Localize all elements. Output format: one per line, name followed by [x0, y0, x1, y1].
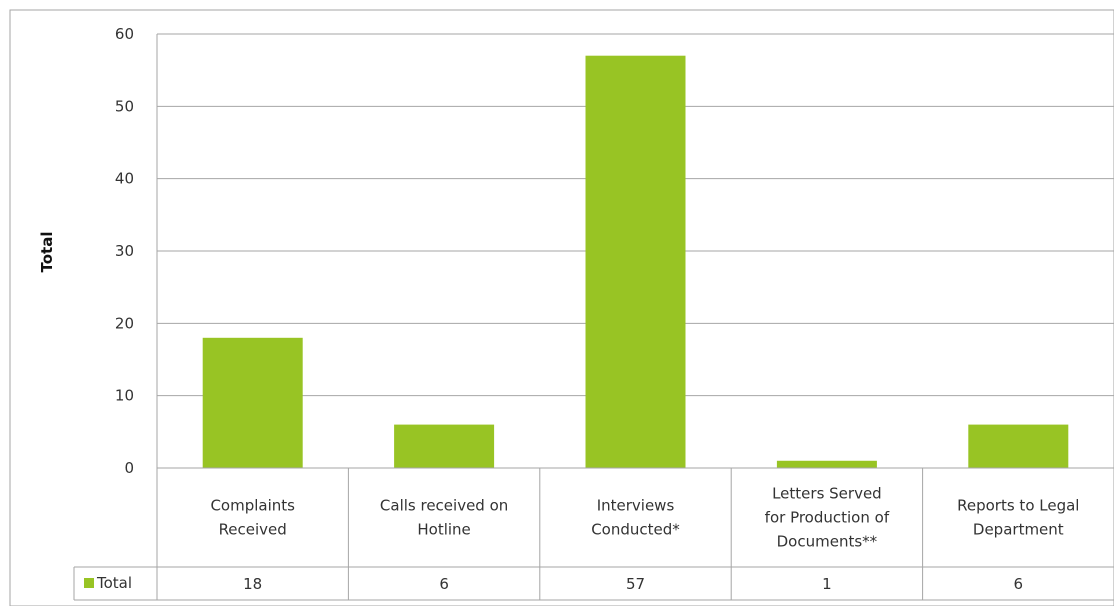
bar	[776, 460, 877, 468]
x-category-label: Letters Served for Production of Documents…	[765, 485, 890, 551]
bar	[202, 337, 303, 468]
x-category-label-line: Documents**	[777, 533, 878, 551]
y-tick-label: 0	[124, 459, 134, 477]
y-tick-label: 20	[115, 314, 134, 332]
y-tick-label: 10	[115, 387, 134, 405]
data-label: 1	[822, 575, 832, 593]
x-category-label-line: Department	[973, 521, 1064, 539]
y-tick-label: 40	[115, 170, 134, 188]
x-category-label: Interviews Conducted*	[591, 497, 680, 539]
x-category-label-line: Hotline	[417, 521, 470, 539]
legend-swatch	[84, 578, 94, 588]
legend-label: Total	[96, 574, 132, 592]
y-axis-ticks: 0 10 20 30 40 50 60	[115, 25, 134, 477]
bar	[968, 424, 1069, 468]
x-category-label: Complaints Received	[210, 497, 295, 539]
data-label: 57	[626, 575, 645, 593]
x-category-label-line: Interviews	[597, 497, 675, 515]
chart-frame	[9, 9, 1114, 606]
y-tick-label: 60	[115, 25, 134, 43]
data-label: 18	[243, 575, 262, 593]
bars	[202, 55, 1069, 468]
bar	[585, 55, 686, 468]
data-table: Complaints Received Calls received on Hotli…	[73, 467, 1114, 601]
x-category-label-line: Conducted*	[591, 521, 680, 539]
data-label: 6	[1014, 575, 1024, 593]
x-category-label-line: Received	[219, 521, 287, 539]
x-category-label: Calls received on Hotline	[380, 497, 508, 539]
bar	[394, 424, 495, 468]
y-tick-label: 50	[115, 97, 134, 115]
data-label: 6	[439, 575, 449, 593]
x-category-label-line: Reports to Legal	[957, 497, 1079, 515]
x-category-label-line: for Production of	[765, 509, 890, 527]
x-category-label-line: Complaints	[210, 497, 295, 515]
x-category-label-line: Calls received on	[380, 497, 508, 515]
x-category-label-line: Letters Served	[772, 485, 882, 503]
y-axis-label: Total	[38, 232, 56, 273]
y-tick-label: 30	[115, 242, 134, 260]
x-category-label: Reports to Legal Department	[957, 497, 1079, 539]
